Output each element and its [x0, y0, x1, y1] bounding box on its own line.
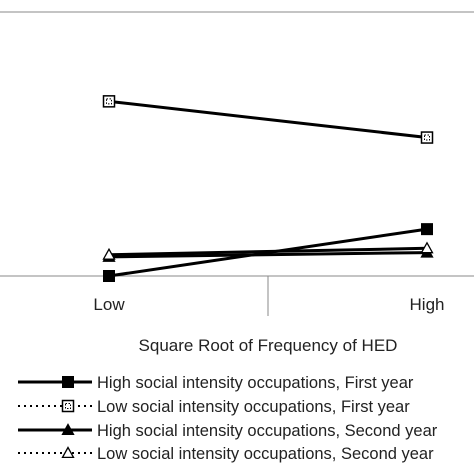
- series-2-point-high-inner: [424, 134, 430, 141]
- series-layer: [102, 95, 434, 282]
- legend-item-3: High social intensity occupations, Secon…: [18, 422, 438, 440]
- legend-marker-1: [62, 376, 74, 388]
- series-2-point-high: [420, 131, 434, 144]
- series-3-line: [108, 251, 428, 259]
- legend-item-2: Low social intensity occupations, First …: [18, 398, 410, 416]
- legend: High social intensity occupations, First…: [18, 374, 438, 463]
- plot-frame: [0, 11, 474, 316]
- legend-label-1: High social intensity occupations, First…: [97, 374, 414, 392]
- x-tick-labels: Low High: [93, 295, 444, 314]
- x-tick-label-high: High: [410, 295, 445, 314]
- legend-label-4: Low social intensity occupations, Second…: [97, 445, 434, 463]
- series-4-point-low: [102, 247, 116, 260]
- series-1-point-high: [421, 223, 433, 236]
- legend-marker-3: [61, 423, 75, 436]
- series-1-point-low: [103, 270, 115, 282]
- series-4-line: [108, 246, 428, 257]
- series-2-point-low-inner: [106, 98, 112, 105]
- x-axis-label: Square Root of Frequency of HED: [139, 336, 398, 355]
- series-2-point-low: [102, 95, 116, 108]
- legend-label-3: High social intensity occupations, Secon…: [97, 422, 438, 440]
- legend-marker-4: [61, 446, 75, 459]
- series-2: [102, 95, 434, 144]
- legend-label-2: Low social intensity occupations, First …: [97, 398, 410, 416]
- series-4-point-high: [420, 241, 434, 254]
- legend-item-4: Low social intensity occupations, Second…: [18, 445, 434, 463]
- series-4: [102, 241, 434, 260]
- series-2-line: [108, 99, 428, 140]
- legend-item-1: High social intensity occupations, First…: [18, 374, 414, 392]
- x-tick-label-low: Low: [93, 295, 125, 314]
- legend-marker-2-inner: [65, 403, 71, 409]
- legend-marker-2: [61, 399, 75, 413]
